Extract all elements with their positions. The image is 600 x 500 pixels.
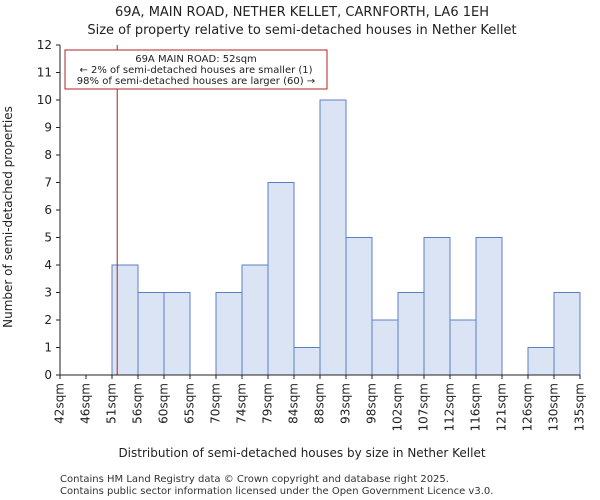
x-tick-label: 60sqm: [157, 383, 171, 424]
annotation-line-1: 69A MAIN ROAD: 52sqm: [135, 54, 257, 65]
annotation-box: 69A MAIN ROAD: 52sqm ← 2% of semi-detach…: [64, 49, 328, 90]
chart-subtitle: Size of property relative to semi-detach…: [87, 23, 516, 38]
x-tick-label: 107sqm: [417, 383, 431, 431]
x-tick-label: 65sqm: [183, 383, 197, 424]
footer-line-1: Contains HM Land Registry data © Crown c…: [60, 474, 449, 485]
bar-107sqm: [423, 237, 451, 376]
bar-88sqm: [319, 99, 347, 376]
bars-group: [111, 99, 581, 376]
y-tick-label: 1: [44, 341, 52, 355]
x-tick-label: 121sqm: [495, 383, 509, 431]
y-tick-label: 10: [37, 93, 52, 107]
x-tick-label: 42sqm: [53, 383, 67, 424]
y-tick-label: 7: [44, 176, 52, 190]
y-tick-label: 0: [44, 368, 52, 382]
x-tick-label: 130sqm: [547, 383, 561, 431]
bar-79sqm: [267, 182, 295, 376]
bar-84sqm: [293, 347, 321, 376]
x-tick-label: 84sqm: [287, 383, 301, 424]
x-tick-label: 126sqm: [521, 383, 535, 431]
bar-116sqm: [475, 237, 503, 376]
bar-98sqm: [371, 319, 399, 376]
x-tick-label: 70sqm: [209, 383, 223, 424]
x-tick-label: 74sqm: [235, 383, 249, 424]
x-ticks-group: 42sqm 46sqm 51sqm 56sqm 60sqm 65sqm 70sqm 74sqm…: [53, 375, 587, 431]
footer-line-2: Contains public sector information licen…: [60, 486, 493, 497]
bar-74sqm: [241, 264, 269, 376]
x-tick-label: 116sqm: [469, 383, 483, 431]
y-tick-label: 6: [44, 203, 52, 217]
x-tick-label: 98sqm: [365, 383, 379, 424]
x-tick-label: 112sqm: [443, 383, 457, 431]
x-tick-label: 135sqm: [573, 383, 587, 431]
y-tick-label: 12: [37, 38, 52, 52]
x-tick-label: 51sqm: [105, 383, 119, 424]
chart-title: 69A, MAIN ROAD, NETHER KELLET, CARNFORTH…: [115, 5, 489, 20]
annotation-line-3: 98% of semi-detached houses are larger (…: [77, 76, 315, 87]
bar-51sqm: [111, 264, 139, 376]
x-tick-label: 79sqm: [261, 383, 275, 424]
y-axis-label: Number of semi-detached properties: [1, 106, 15, 328]
y-tick-label: 8: [44, 148, 52, 162]
x-axis-label: Distribution of semi-detached houses by …: [118, 446, 485, 460]
annotation-frame: [64, 49, 328, 90]
bar-70sqm: [215, 292, 243, 376]
bar-56sqm: [137, 292, 165, 376]
annotation-line-2: ← 2% of semi-detached houses are smaller…: [79, 65, 312, 76]
y-tick-label: 5: [44, 231, 52, 245]
bar-93sqm: [345, 237, 373, 376]
y-tick-label: 4: [44, 258, 52, 272]
x-tick-label: 102sqm: [391, 383, 405, 431]
y-tick-label: 11: [37, 66, 52, 80]
x-tick-label: 88sqm: [313, 383, 327, 424]
bar-102sqm: [397, 292, 425, 376]
bar-60sqm: [163, 292, 191, 376]
x-tick-label: 56sqm: [131, 383, 145, 424]
bar-130sqm: [553, 292, 581, 376]
x-tick-label: 93sqm: [339, 383, 353, 424]
x-tick-label: 46sqm: [79, 383, 93, 424]
y-tick-label: 3: [44, 286, 52, 300]
bar-126sqm: [527, 347, 555, 376]
y-tick-label: 2: [44, 313, 52, 327]
bar-112sqm: [449, 319, 477, 376]
y-tick-label: 9: [44, 121, 52, 135]
